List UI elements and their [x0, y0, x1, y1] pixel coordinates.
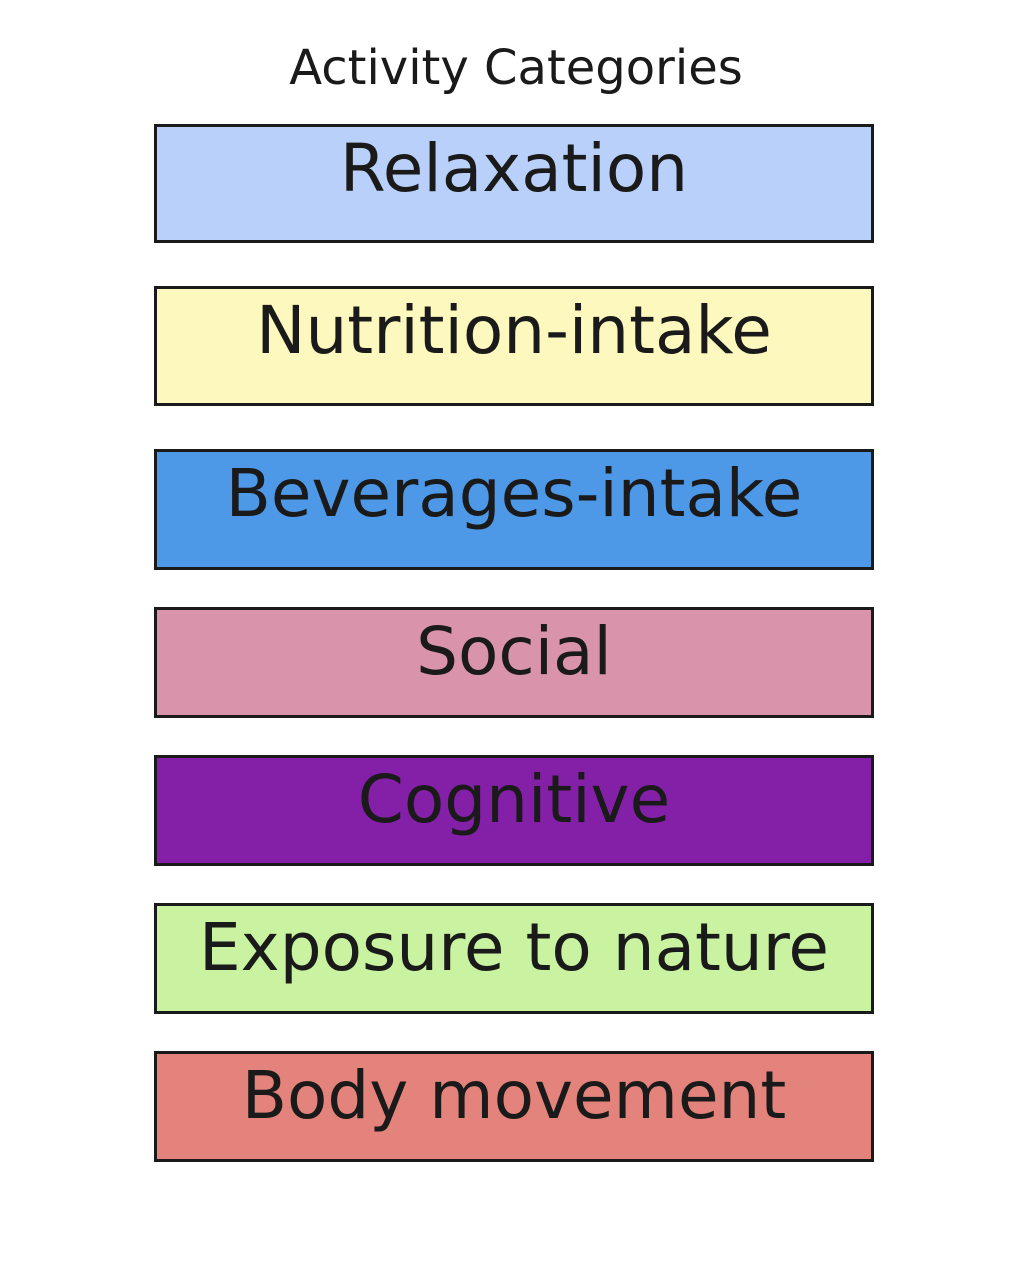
category-label: Nutrition-intake: [256, 292, 772, 369]
category-label: Body movement: [241, 1057, 787, 1134]
category-box-beverages-intake: Beverages-intake: [154, 449, 874, 570]
category-box-body-movement: Body movement: [154, 1051, 874, 1162]
category-label: Relaxation: [339, 130, 689, 207]
category-label: Social: [416, 613, 612, 690]
category-label: Exposure to nature: [198, 909, 830, 986]
diagram-title: Activity Categories: [289, 40, 743, 96]
category-box-exposure-to-nature: Exposure to nature: [154, 903, 874, 1014]
category-box-social: Social: [154, 607, 874, 718]
category-label: Cognitive: [357, 761, 671, 838]
category-box-nutrition-intake: Nutrition-intake: [154, 286, 874, 406]
category-box-relaxation: Relaxation: [154, 124, 874, 243]
category-box-cognitive: Cognitive: [154, 755, 874, 866]
category-label: Beverages-intake: [225, 455, 803, 532]
